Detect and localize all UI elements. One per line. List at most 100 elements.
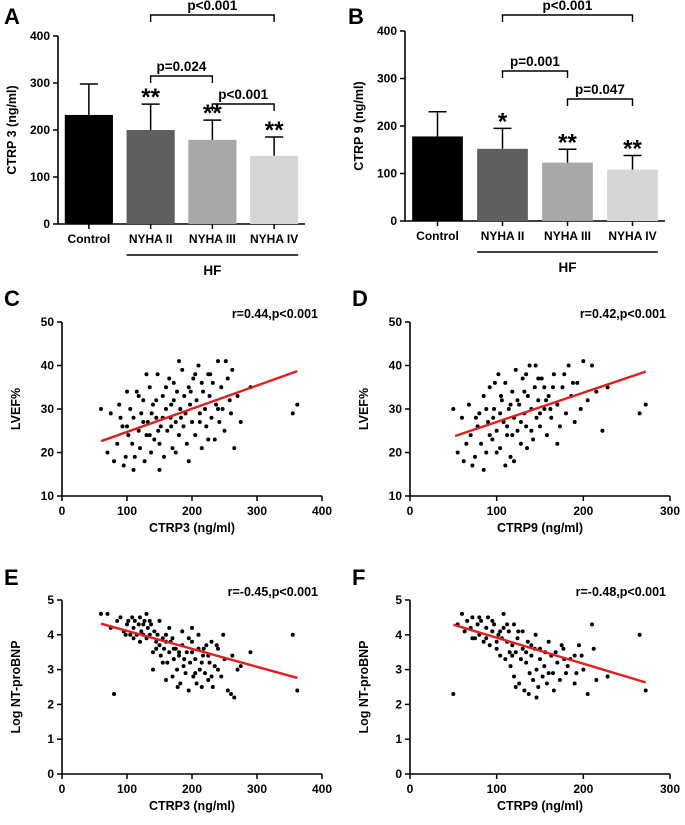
data-point [527, 363, 532, 368]
data-point [561, 646, 566, 651]
data-point [216, 646, 220, 651]
data-point [492, 380, 497, 385]
data-point [466, 402, 471, 407]
data-point [105, 611, 110, 616]
data-point [154, 415, 159, 420]
data-point [227, 398, 232, 403]
x-tick-label: 300 [247, 782, 267, 796]
data-point [496, 632, 501, 637]
data-point [178, 415, 183, 420]
panel-letter-e: E [4, 565, 19, 590]
data-point [579, 653, 584, 658]
data-point [182, 393, 187, 398]
data-point [203, 671, 207, 676]
data-point [157, 441, 162, 446]
data-point [562, 372, 567, 377]
data-point [144, 372, 149, 377]
data-point [555, 402, 560, 407]
data-point [206, 678, 211, 683]
data-point [486, 615, 490, 620]
data-point [115, 618, 120, 623]
data-point [565, 664, 570, 669]
data-point [130, 441, 135, 446]
data-point [544, 681, 549, 686]
data-point [551, 385, 555, 390]
x-tick-label: 100 [117, 782, 137, 796]
data-point [534, 667, 539, 672]
data-point [207, 660, 212, 665]
data-point [490, 437, 495, 442]
data-point [123, 454, 128, 459]
data-point [538, 424, 542, 429]
data-point [216, 359, 220, 364]
data-point [481, 639, 486, 644]
data-point [158, 653, 163, 658]
data-point [164, 385, 168, 390]
data-point [108, 411, 113, 416]
data-point [468, 433, 473, 438]
data-point [600, 428, 605, 433]
data-point [506, 407, 511, 411]
y-axis-title: Log NT-proBNP [9, 640, 23, 733]
significance-marker: ** [623, 135, 642, 162]
data-point [167, 650, 172, 655]
data-point [186, 688, 191, 693]
data-point [208, 372, 213, 377]
data-point [170, 446, 175, 451]
data-point [235, 667, 240, 672]
data-point [206, 437, 211, 442]
data-point [542, 407, 547, 411]
data-point [484, 407, 489, 411]
data-point [128, 632, 133, 637]
bar-nyha-ii [477, 148, 528, 221]
data-point [203, 407, 207, 411]
y-axis-title: Log NT-proBNP [357, 640, 371, 733]
data-point [510, 653, 515, 658]
data-point [513, 685, 518, 689]
data-point [214, 402, 219, 407]
x-tick-label: 300 [660, 504, 680, 518]
data-point [295, 402, 300, 407]
data-point [223, 359, 228, 364]
data-point [479, 441, 484, 446]
data-point [510, 643, 515, 648]
panel-c-scatter-plot: 10 20 30 40 50 LVEF% 0 100 200 300 400 CTRP3 (ng/ml… [9, 307, 332, 535]
data-point [238, 420, 243, 425]
data-point [532, 385, 537, 390]
data-point [222, 428, 227, 433]
data-point [147, 433, 152, 438]
data-point [151, 650, 155, 655]
data-point [151, 667, 155, 672]
data-point [490, 618, 495, 623]
data-point [152, 437, 157, 442]
y-tick-label: 100 [30, 170, 50, 184]
data-point [559, 643, 564, 648]
data-point [169, 424, 174, 429]
data-point [536, 376, 541, 381]
data-point [498, 653, 503, 658]
data-point [134, 389, 139, 394]
y-tick-label: 30 [41, 402, 55, 416]
x-tick-label: NYHA III [544, 229, 591, 243]
data-point [238, 664, 243, 669]
data-point [142, 618, 147, 623]
data-point [162, 646, 167, 651]
significance-marker: * [498, 108, 508, 135]
data-point [188, 389, 193, 394]
bar-nyha-iii [188, 139, 237, 224]
y-tick-label: 300 [30, 76, 50, 90]
data-point [147, 385, 152, 390]
data-point [126, 433, 131, 438]
data-point [131, 625, 136, 630]
data-point [131, 636, 136, 641]
data-point [585, 398, 590, 403]
x-tick-label: NYHA II [129, 232, 173, 246]
data-point [581, 667, 586, 672]
data-point [575, 380, 580, 385]
data-point [522, 688, 527, 693]
data-point [132, 618, 137, 623]
x-tick-label: 200 [573, 782, 593, 796]
data-point [125, 424, 129, 429]
data-point [594, 678, 599, 683]
data-point [524, 372, 529, 377]
